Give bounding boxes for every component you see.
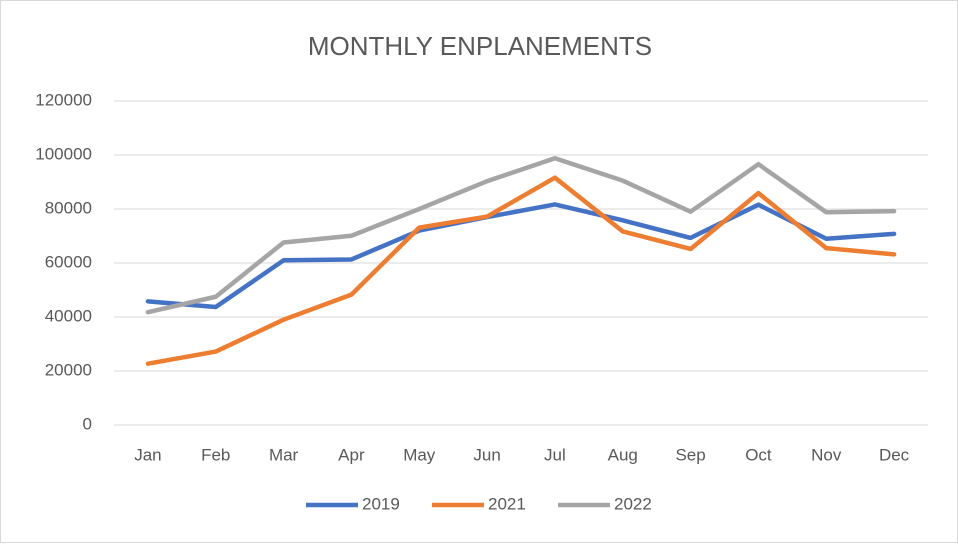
legend-label: 2019 [362,494,400,513]
x-tick-label: Sep [675,445,705,464]
series-line [145,202,897,310]
x-tick-label: Feb [201,445,230,464]
x-tick-label: May [403,445,436,464]
x-tick-label: Jul [544,445,566,464]
x-tick-label: Aug [608,445,638,464]
chart-title: MONTHLY ENPLANEMENTS [308,31,652,61]
y-tick-label: 120000 [35,90,92,109]
x-tick-label: Mar [269,445,299,464]
legend-label: 2021 [488,494,526,513]
x-tick-label: Apr [338,445,365,464]
y-tick-label: 20000 [45,360,92,379]
series-line [145,175,897,366]
y-tick-label: 40000 [45,306,92,325]
y-tick-label: 60000 [45,252,92,271]
x-tick-label: Oct [745,445,772,464]
y-tick-label: 0 [83,414,92,433]
x-tick-label: Dec [879,445,910,464]
y-tick-label: 100000 [35,144,92,163]
x-tick-label: Jan [134,445,161,464]
x-tick-label: Nov [811,445,842,464]
legend-label: 2022 [614,494,652,513]
x-tick-label: Jun [473,445,500,464]
y-tick-label: 80000 [45,198,92,217]
series-line [145,155,897,315]
